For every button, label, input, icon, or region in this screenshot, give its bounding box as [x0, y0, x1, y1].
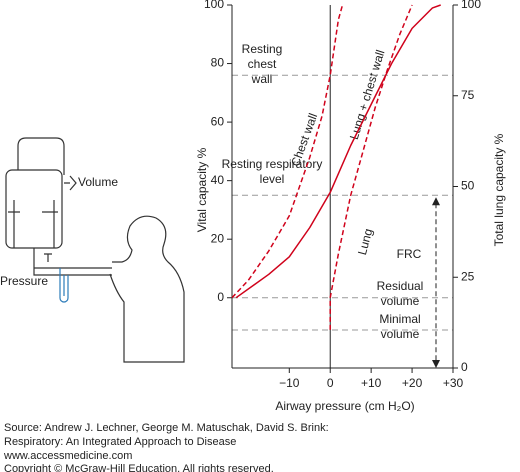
person-outline [109, 215, 185, 363]
y-tick-label: 60 [211, 114, 225, 128]
y-tick-label: 20 [211, 231, 225, 245]
source-line: Copyright © McGraw-Hill Education. All r… [4, 463, 274, 472]
x-axis-title: Airway pressure (cm H₂O) [275, 399, 414, 413]
annotation: Residual volume [377, 279, 424, 308]
y-tick-label: 100 [204, 0, 224, 11]
x-tick-label: −10 [279, 376, 300, 390]
annotation: Resting chest wall [242, 42, 283, 86]
y-axis-title: Vital capacity % [195, 147, 209, 232]
source-line: Source: Andrew J. Lechner, George M. Mat… [4, 422, 329, 434]
frc-arrowhead [432, 197, 440, 206]
curve [231, 4, 344, 299]
y2-tick-label: 0 [461, 360, 468, 374]
y2-tick-label: 50 [461, 179, 475, 193]
y-tick-label: 0 [217, 290, 224, 304]
x-tick-label: +10 [361, 376, 382, 390]
volume-pointer [64, 175, 77, 191]
y2-axis-title: Total lung capacity % [492, 133, 506, 246]
valve [44, 253, 52, 262]
y-tick-label: 80 [211, 56, 225, 70]
x-tick-label: 0 [327, 376, 334, 390]
frc-arrowhead [432, 360, 440, 368]
tube [33, 248, 112, 276]
pulley-cord [17, 137, 65, 175]
source-line: www.accessmedicine.com [3, 450, 132, 462]
y-tick-label: 40 [211, 173, 225, 187]
x-tick-label: +30 [443, 376, 464, 390]
apparatus-label: Volume [78, 175, 118, 189]
y2-tick-label: 100 [461, 0, 481, 11]
curve [329, 4, 413, 330]
y2-tick-label: 75 [461, 88, 475, 102]
curve [235, 4, 441, 299]
manometer [59, 268, 69, 303]
curve-label: Lung [355, 227, 375, 256]
y2-tick-label: 25 [461, 269, 475, 283]
curve-label: Lung + chest wall [347, 48, 388, 141]
frc-label: FRC [397, 247, 422, 261]
apparatus-diagram [5, 137, 185, 363]
x-tick-label: +20 [402, 376, 423, 390]
source-line: Respiratory: An Integrated Approach to D… [4, 436, 236, 448]
annotation: Minimal volume [379, 312, 420, 341]
apparatus-label: Pressure [0, 274, 48, 288]
annotation: Resting respiratory level [222, 157, 323, 186]
